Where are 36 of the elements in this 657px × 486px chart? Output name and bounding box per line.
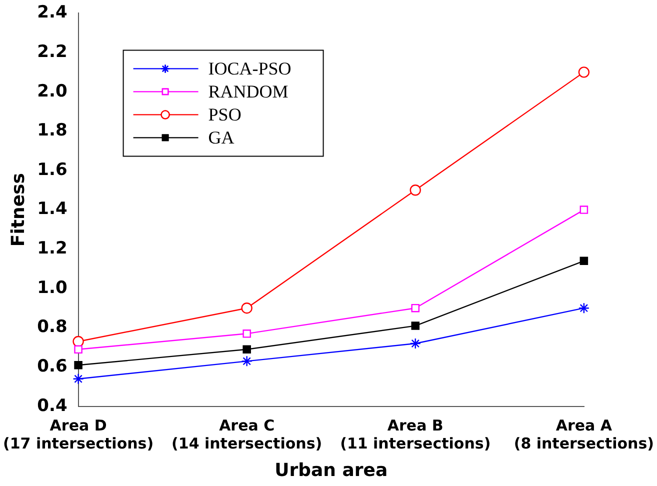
x-tick-label: Area B (11 intersections) — [340, 416, 491, 452]
y-tick-label: 0.6 — [37, 356, 68, 376]
point — [411, 322, 420, 330]
point — [411, 304, 420, 312]
legend-label: GA — [208, 127, 234, 148]
point — [242, 345, 251, 354]
point — [74, 360, 82, 370]
point — [578, 66, 590, 78]
y-tick-label: 2.4 — [37, 2, 68, 23]
y-tick-label: 1.2 — [37, 238, 68, 259]
point — [241, 356, 252, 367]
y-tick-label: 2.0 — [37, 81, 68, 102]
point — [578, 302, 590, 314]
legend-label: PSO — [208, 104, 242, 124]
y-tick-label: 0.8 — [37, 317, 68, 338]
point — [242, 330, 251, 338]
point — [580, 206, 588, 214]
point — [241, 302, 252, 314]
y-tick-label: 0.4 — [37, 396, 68, 416]
x-tick-label: Area D (17 intersections) — [2, 416, 154, 452]
x-tick-label: Area C (14 intersections) — [172, 416, 322, 452]
y-axis-title: Fitness — [8, 173, 30, 247]
y-tick-label: 1.6 — [37, 160, 68, 180]
x-tick-label: Area A (8 intersections) — [514, 416, 654, 452]
point — [410, 338, 421, 350]
y-tick-label: 1.0 — [37, 278, 68, 298]
point — [410, 184, 421, 196]
point — [72, 373, 84, 384]
y-tick-label: 1.4 — [37, 199, 68, 220]
y-tick-label: 2.2 — [37, 42, 68, 62]
y-tick-label: 1.8 — [37, 120, 68, 141]
point — [580, 256, 588, 266]
legend-label: IOCA-PSO — [208, 58, 292, 78]
x-axis-title: Urban area — [274, 460, 388, 481]
point — [74, 345, 82, 354]
legend-label: RANDOM — [208, 81, 288, 102]
